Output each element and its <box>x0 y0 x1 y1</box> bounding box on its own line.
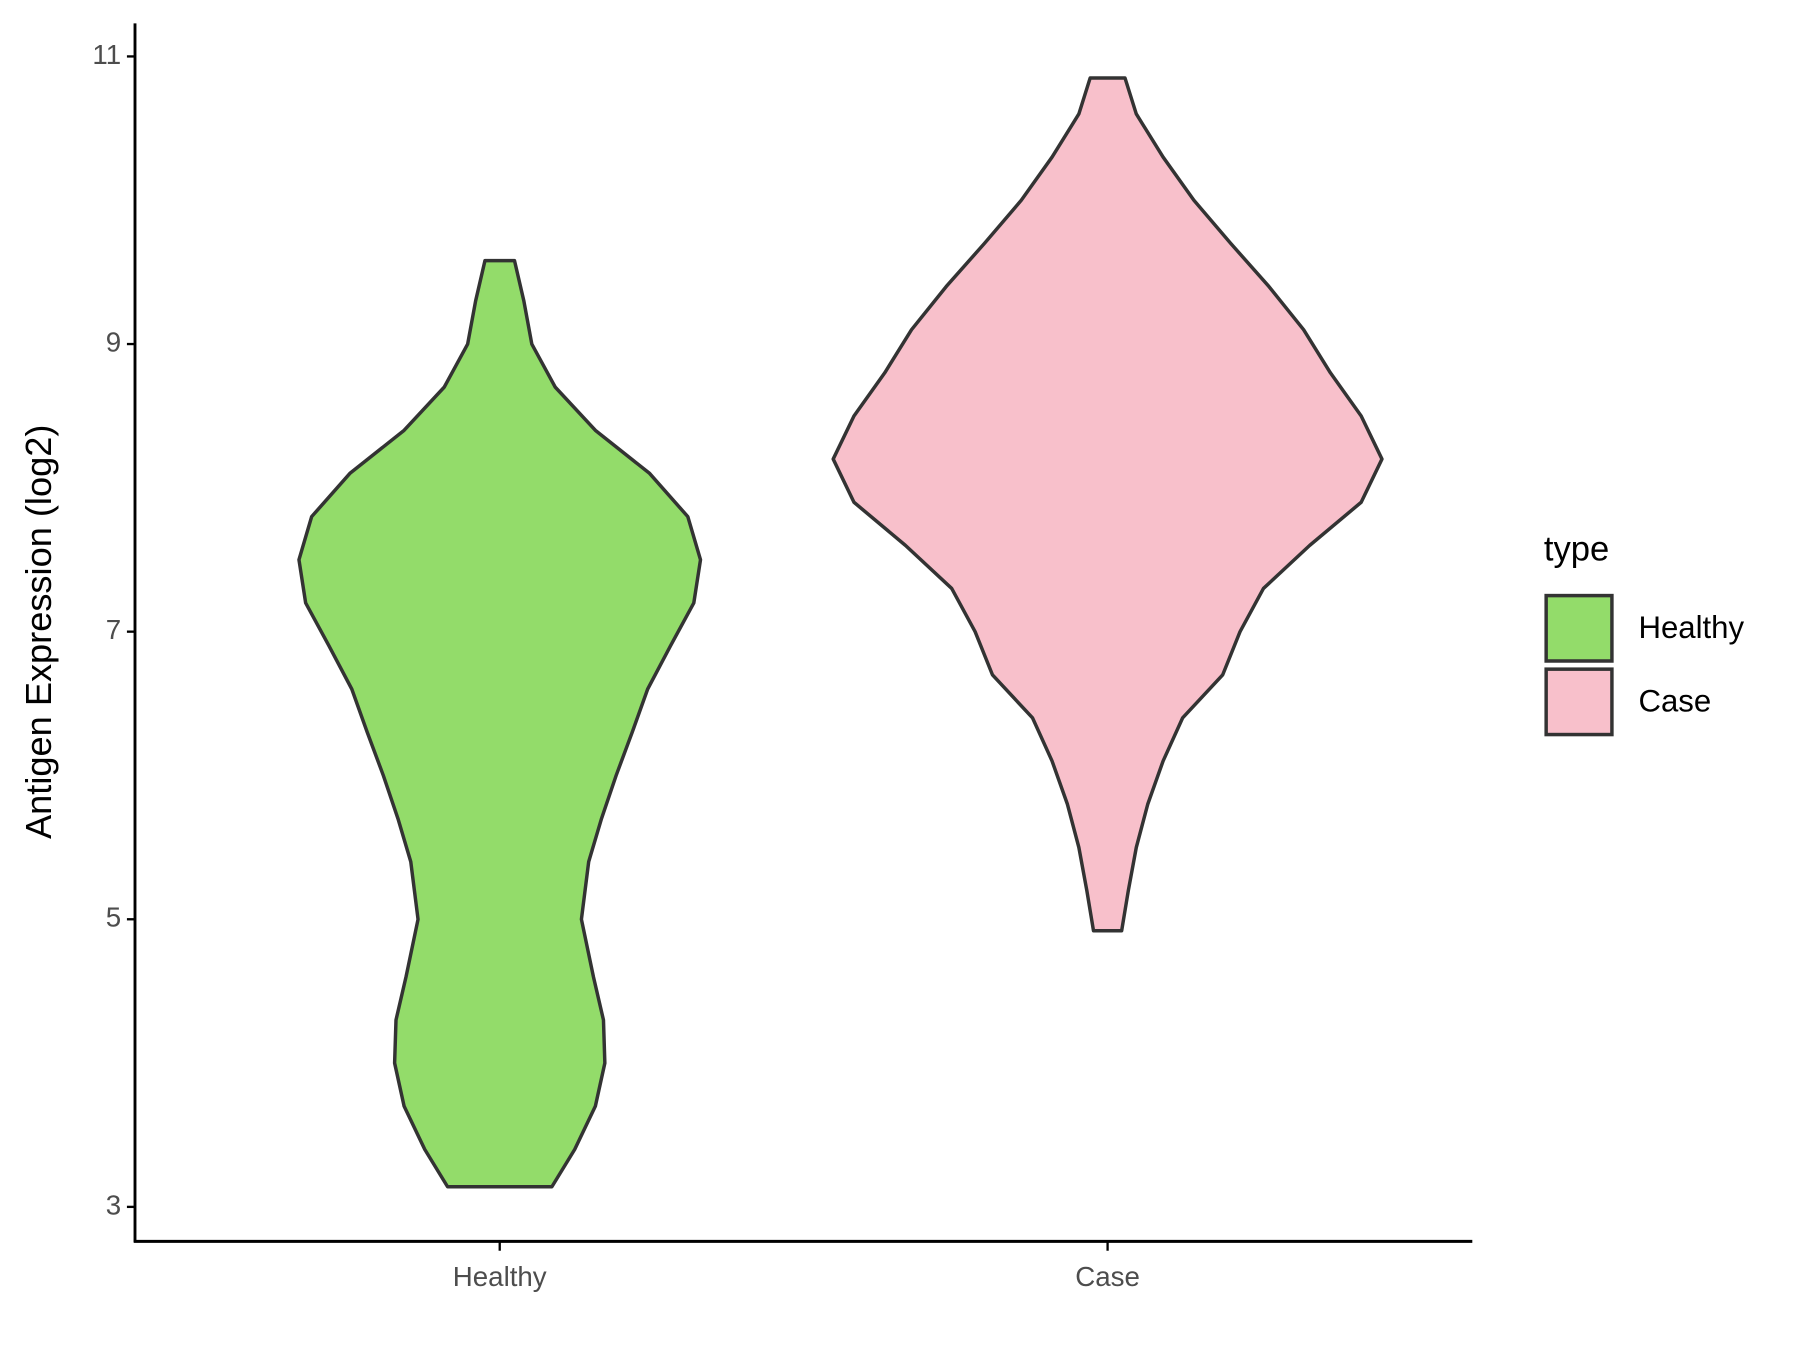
violin <box>297 258 703 1189</box>
y-tick-label: 5 <box>106 902 121 933</box>
x-tick-label: Case <box>1075 1261 1140 1292</box>
y-tick-label: 11 <box>92 39 121 70</box>
violin <box>831 76 1384 933</box>
y-axis-title: Antigen Expression (log2) <box>18 425 59 839</box>
legend-key <box>1544 667 1614 737</box>
y-tick-label: 3 <box>106 1189 121 1220</box>
y-tick-label: 9 <box>106 326 121 357</box>
x-tick-label: Healthy <box>453 1261 547 1292</box>
legend-key <box>1544 593 1614 663</box>
y-tick-label: 7 <box>106 614 121 645</box>
legend-label: Case <box>1638 683 1711 718</box>
legend-title: type <box>1544 529 1609 568</box>
legend-label: Healthy <box>1638 610 1744 645</box>
